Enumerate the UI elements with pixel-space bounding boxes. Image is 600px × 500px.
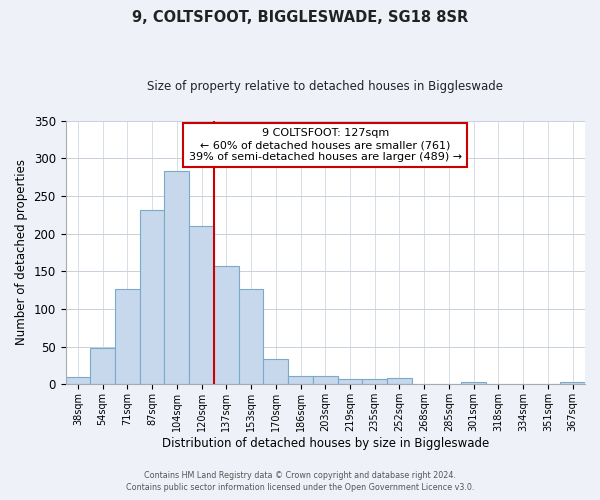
Bar — [239, 290, 263, 384]
Bar — [560, 382, 585, 384]
Bar — [263, 358, 288, 384]
Bar — [362, 379, 387, 384]
Bar — [189, 226, 214, 384]
Bar — [214, 266, 239, 384]
Text: 9 COLTSFOOT: 127sqm
← 60% of detached houses are smaller (761)
39% of semi-detac: 9 COLTSFOOT: 127sqm ← 60% of detached ho… — [189, 128, 462, 162]
Bar — [115, 288, 140, 384]
Bar — [461, 382, 486, 384]
Bar — [90, 348, 115, 385]
Text: Contains HM Land Registry data © Crown copyright and database right 2024.
Contai: Contains HM Land Registry data © Crown c… — [126, 471, 474, 492]
Bar — [65, 377, 90, 384]
Bar — [338, 379, 362, 384]
Bar — [288, 376, 313, 384]
Title: Size of property relative to detached houses in Biggleswade: Size of property relative to detached ho… — [147, 80, 503, 93]
X-axis label: Distribution of detached houses by size in Biggleswade: Distribution of detached houses by size … — [161, 437, 489, 450]
Bar — [140, 210, 164, 384]
Y-axis label: Number of detached properties: Number of detached properties — [15, 160, 28, 346]
Bar — [164, 171, 189, 384]
Bar — [313, 376, 338, 384]
Bar — [387, 378, 412, 384]
Text: 9, COLTSFOOT, BIGGLESWADE, SG18 8SR: 9, COLTSFOOT, BIGGLESWADE, SG18 8SR — [132, 10, 468, 25]
